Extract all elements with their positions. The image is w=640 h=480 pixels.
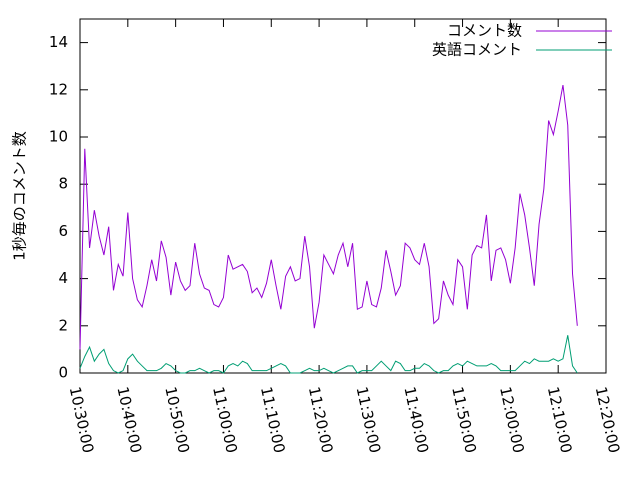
x-tick-label: 11:30:00: [353, 385, 385, 455]
x-tick-label: 10:30:00: [66, 385, 98, 455]
x-tick-label: 12:10:00: [544, 385, 576, 455]
y-tick-label: 0: [58, 364, 68, 382]
y-tick-label: 6: [58, 222, 68, 240]
series-line: [79, 335, 578, 374]
y-tick-label: 2: [58, 316, 68, 334]
legend-label: 英語コメント: [432, 41, 522, 59]
x-tick-label: 10:50:00: [161, 385, 193, 455]
x-tick-label: 11:10:00: [257, 385, 289, 455]
x-tick-label: 11:00:00: [209, 385, 241, 455]
x-tick-label: 10:40:00: [114, 385, 146, 455]
legend-label: コメント数: [447, 22, 522, 40]
x-tick-label: 11:20:00: [305, 385, 337, 455]
series-line: [79, 84, 578, 350]
x-tick-label: 12:20:00: [592, 385, 624, 455]
y-tick-label: 14: [49, 33, 68, 51]
x-tick-label: 12:00:00: [496, 385, 528, 455]
x-tick-label: 11:40:00: [400, 385, 432, 455]
plot-border: [79, 18, 607, 374]
x-tick-label: 11:50:00: [448, 385, 480, 455]
y-tick-label: 12: [49, 80, 68, 98]
y-tick-label: 4: [58, 269, 68, 287]
y-tick-label: 10: [49, 128, 68, 146]
y-tick-label: 8: [58, 175, 68, 193]
y-axis-label: 1秒毎のコメント数: [11, 131, 29, 261]
